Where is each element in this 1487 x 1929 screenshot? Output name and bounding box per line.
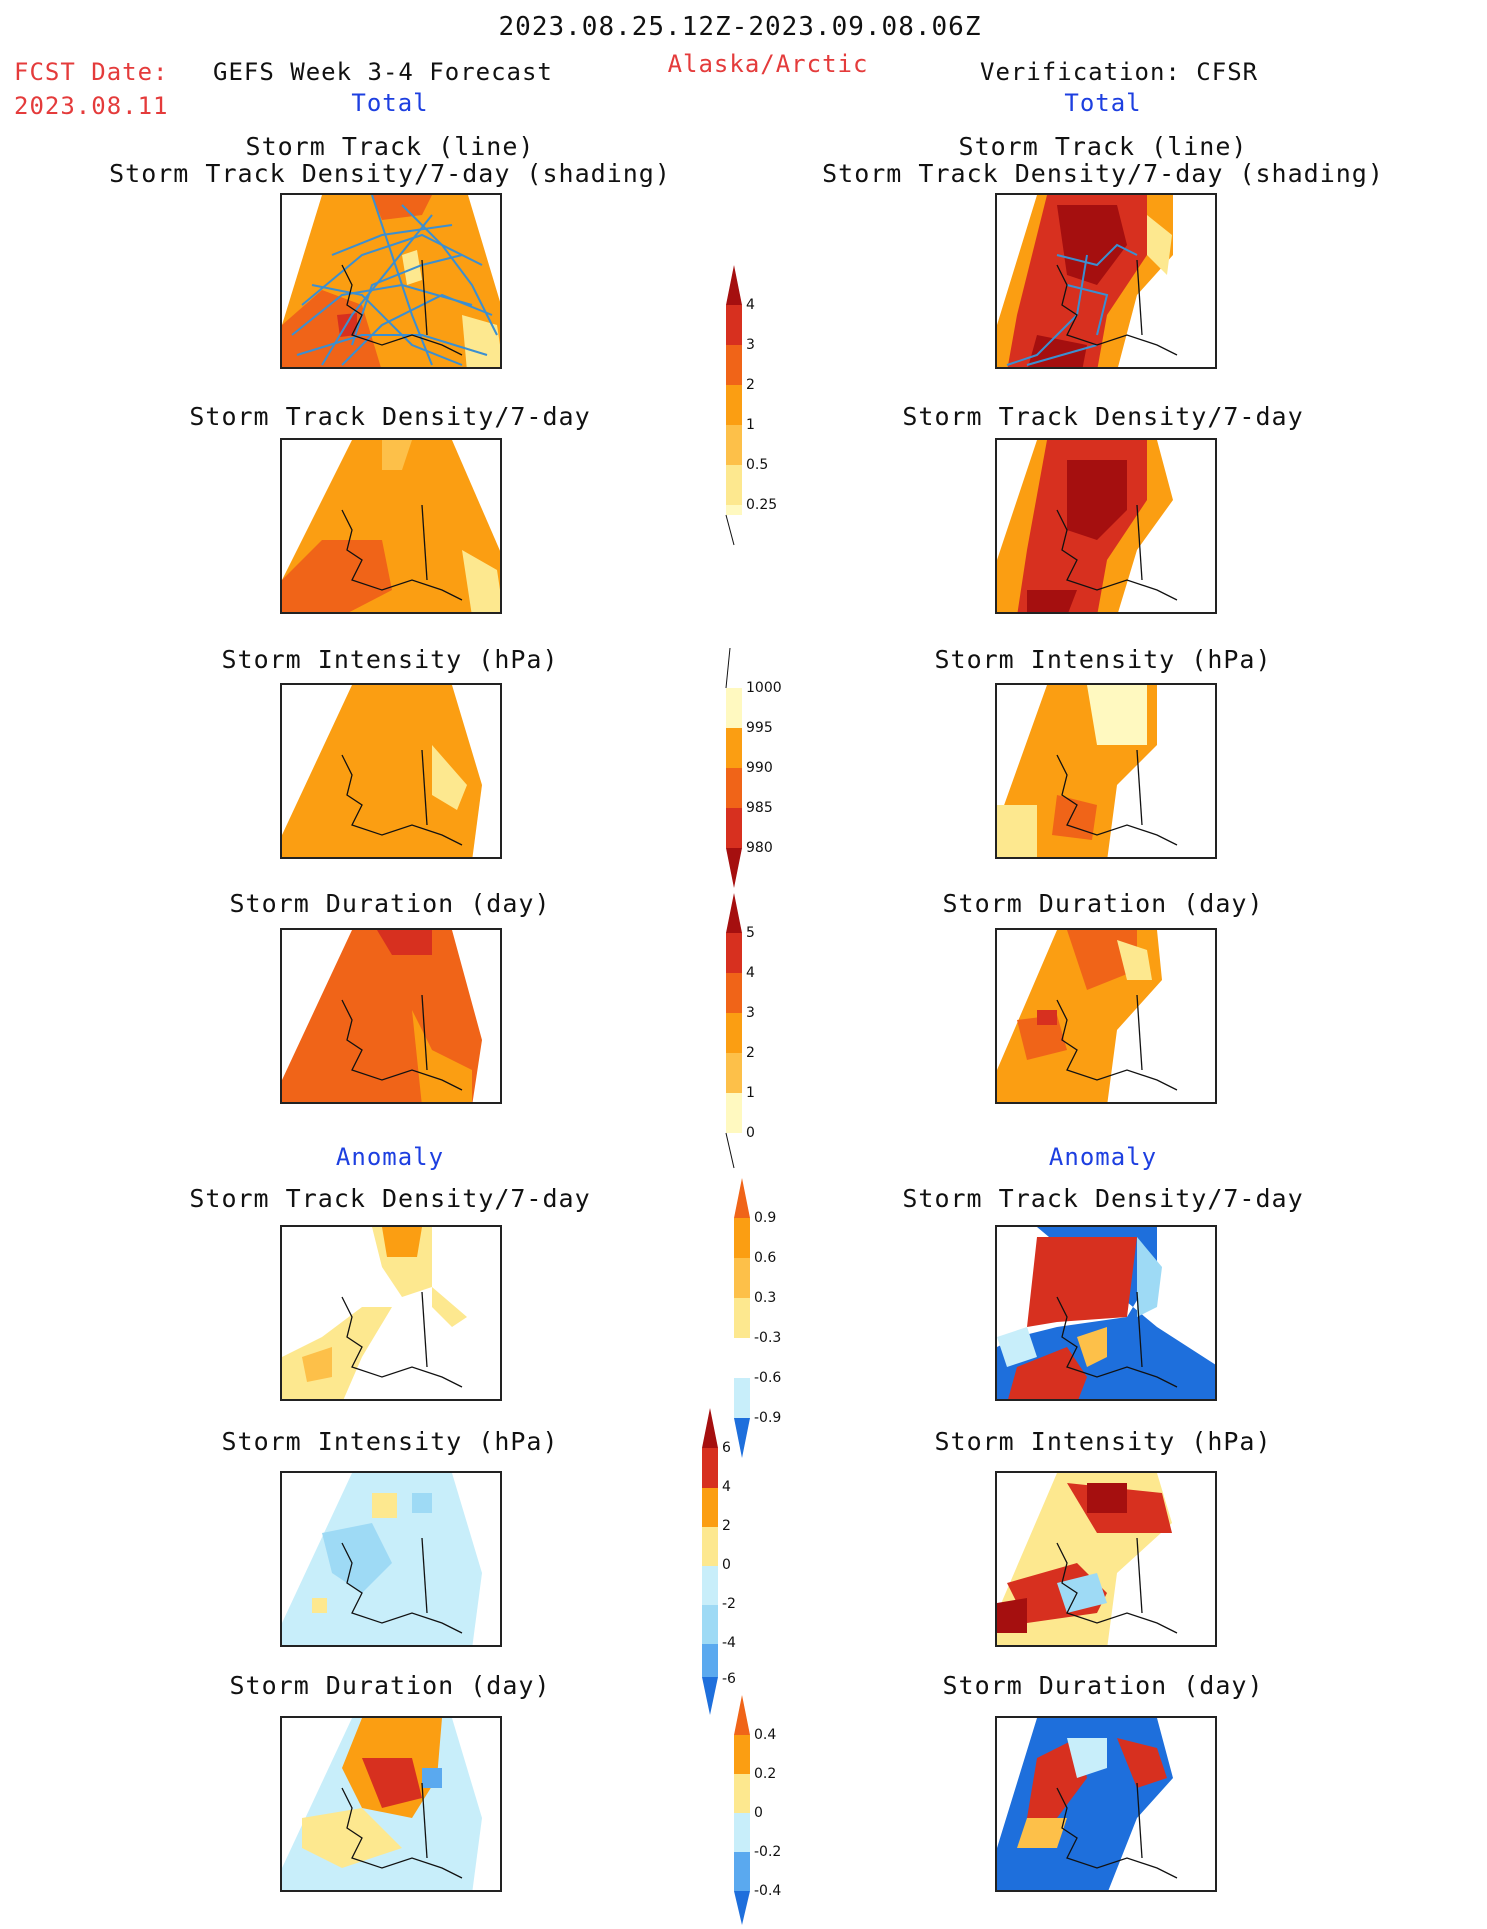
map-left-duration-anom [280, 1716, 502, 1892]
cb-duration-anom-label-4: -0.2 [754, 1844, 781, 1860]
cb-density-label-3: 2 [746, 377, 755, 393]
right-track-title: Storm Track (line) Storm Track Density/7… [822, 132, 1384, 188]
right-duration-title: Storm Duration (day) [942, 889, 1264, 918]
cb-duration-label-5: 1 [746, 1085, 755, 1101]
cb-intensity-label-5: 980 [746, 840, 773, 856]
map-right-duration [995, 928, 1217, 1104]
cb-density-label-1: 4 [746, 297, 755, 313]
right-total-label: Total [1064, 89, 1142, 117]
cb-intensity-anom-label-7: -6 [722, 1671, 736, 1687]
cb-intensity-anom-label-2: 4 [722, 1479, 731, 1495]
fcst-date-label: FCST Date: [14, 58, 169, 86]
left-total-label: Total [351, 89, 429, 117]
right-duration-anom-title: Storm Duration (day) [942, 1671, 1264, 1700]
left-duration-title: Storm Duration (day) [229, 889, 551, 918]
map-left-density [280, 438, 502, 614]
cb-intensity-label-3: 990 [746, 760, 773, 776]
map-right-density-anom [995, 1225, 1217, 1401]
forecast-title: GEFS Week 3-4 Forecast [213, 58, 553, 86]
cb-duration-label-3: 3 [746, 1005, 755, 1021]
right-density-anom-title: Storm Track Density/7-day [902, 1184, 1304, 1213]
cb-duration-anom-label-5: -0.4 [754, 1883, 781, 1899]
map-left-duration [280, 928, 502, 1104]
left-duration-anom-title: Storm Duration (day) [229, 1671, 551, 1700]
left-intensity-anom-title: Storm Intensity (hPa) [221, 1427, 559, 1456]
map-right-density [995, 438, 1217, 614]
left-anomaly-label: Anomaly [335, 1143, 445, 1171]
cb-density-anom-label-6: -0.9 [754, 1410, 781, 1426]
map-right-duration-anom [995, 1716, 1217, 1892]
colorbar-density-anom: 0.9 0.6 0.3 -0.3 -0.6 -0.9 [734, 1178, 814, 1462]
cb-duration-anom-label-1: 0.4 [754, 1727, 776, 1743]
cb-intensity-anom-label-6: -4 [722, 1635, 736, 1651]
cb-density-label-2: 3 [746, 337, 755, 353]
colorbar-intensity-anom: 6 4 2 0 -2 -4 -6 [702, 1408, 782, 1722]
cb-density-label-5: 0.5 [746, 457, 768, 473]
map-left-track [280, 193, 502, 369]
cb-density-anom-label-4: -0.3 [754, 1330, 781, 1346]
cb-density-label-4: 1 [746, 417, 755, 433]
map-left-intensity [280, 683, 502, 859]
colorbar-density: 4 3 2 1 0.5 0.25 [725, 265, 806, 549]
cb-intensity-anom-label-4: 0 [722, 1557, 731, 1573]
cb-duration-label-1: 5 [746, 925, 755, 941]
cb-intensity-label-1: 1000 [746, 680, 782, 696]
cb-density-anom-label-5: -0.6 [754, 1370, 781, 1386]
verification-title: Verification: CFSR [980, 58, 1259, 86]
left-density-anom-title: Storm Track Density/7-day [189, 1184, 591, 1213]
fcst-date-value: 2023.08.11 [14, 92, 169, 120]
cb-density-anom-label-2: 0.6 [754, 1250, 776, 1266]
cb-intensity-anom-label-1: 6 [722, 1440, 731, 1456]
cb-duration-label-6: 0 [746, 1125, 755, 1141]
map-right-intensity-anom [995, 1471, 1217, 1647]
region-title: Alaska/Arctic [667, 50, 869, 78]
cb-density-label-6: 0.25 [746, 497, 777, 513]
colorbar-intensity: 1000 995 990 985 980 [725, 647, 806, 892]
colorbar-duration-anom: 0.4 0.2 0 -0.2 -0.4 [734, 1695, 814, 1929]
right-anomaly-label: Anomaly [1048, 1143, 1158, 1171]
cb-intensity-label-4: 985 [746, 800, 773, 816]
right-intensity-anom-title: Storm Intensity (hPa) [934, 1427, 1272, 1456]
cb-duration-label-2: 4 [746, 965, 755, 981]
map-left-density-anom [280, 1225, 502, 1401]
cb-intensity-anom-label-3: 2 [722, 1518, 731, 1534]
right-density-title: Storm Track Density/7-day [902, 402, 1304, 431]
left-density-title: Storm Track Density/7-day [189, 402, 591, 431]
date-range: 2023.08.25.12Z-2023.09.08.06Z [498, 12, 982, 42]
colorbar-duration: 5 4 3 2 1 0 [725, 893, 806, 1177]
left-intensity-title: Storm Intensity (hPa) [221, 645, 559, 674]
cb-density-anom-label-1: 0.9 [754, 1210, 776, 1226]
cb-duration-label-4: 2 [746, 1045, 755, 1061]
cb-duration-anom-label-3: 0 [754, 1805, 763, 1821]
cb-intensity-anom-label-5: -2 [722, 1596, 736, 1612]
map-left-intensity-anom [280, 1471, 502, 1647]
map-right-track [995, 193, 1217, 369]
left-track-title: Storm Track (line) Storm Track Density/7… [109, 132, 671, 188]
cb-density-anom-label-3: 0.3 [754, 1290, 776, 1306]
right-intensity-title: Storm Intensity (hPa) [934, 645, 1272, 674]
cb-intensity-label-2: 995 [746, 720, 773, 736]
cb-duration-anom-label-2: 0.2 [754, 1766, 776, 1782]
map-right-intensity [995, 683, 1217, 859]
